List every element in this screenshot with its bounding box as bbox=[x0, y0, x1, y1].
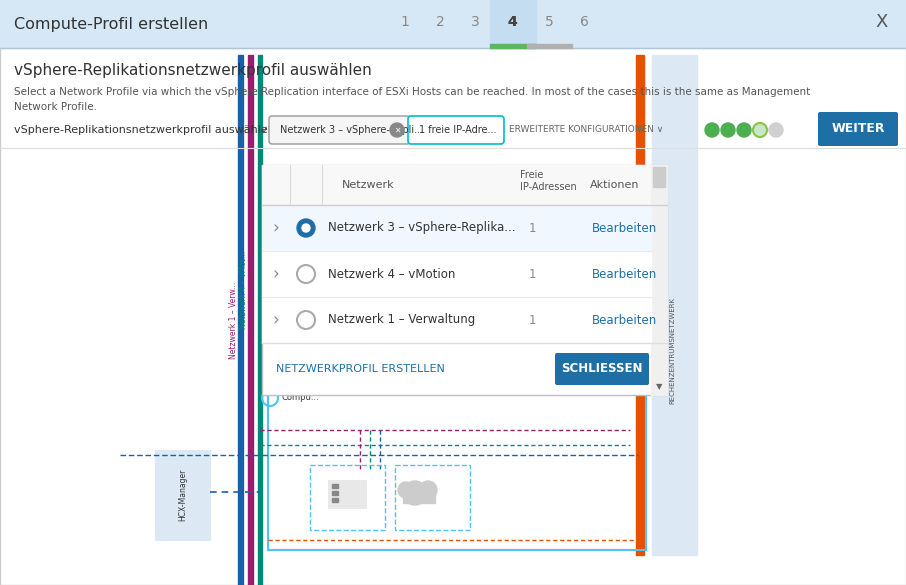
Circle shape bbox=[298, 266, 314, 282]
Bar bbox=[248, 55, 253, 585]
Bar bbox=[395, 465, 470, 530]
Circle shape bbox=[419, 481, 437, 499]
Bar bbox=[403, 493, 435, 503]
Bar bbox=[262, 205, 651, 251]
Circle shape bbox=[403, 481, 427, 505]
Text: Bearbeiten: Bearbeiten bbox=[592, 267, 657, 280]
Text: 4: 4 bbox=[507, 15, 517, 29]
Circle shape bbox=[753, 123, 767, 137]
Text: ›: › bbox=[273, 265, 279, 283]
Text: Bearbeiten: Bearbeiten bbox=[592, 314, 657, 326]
Text: ▼: ▼ bbox=[656, 383, 662, 391]
Text: Freie
IP-Adressen: Freie IP-Adressen bbox=[520, 170, 577, 192]
Circle shape bbox=[705, 123, 719, 137]
Text: NETZWERKPROFIL ERSTELLEN: NETZWERKPROFIL ERSTELLEN bbox=[276, 364, 445, 374]
Circle shape bbox=[298, 312, 314, 328]
Text: 2: 2 bbox=[436, 15, 444, 29]
Text: ERWEITERTE KONFIGURATIONEN ∨: ERWEITERTE KONFIGURATIONEN ∨ bbox=[509, 126, 663, 135]
Text: vSphere-Replikationsnetzwerkprofil auswählen: vSphere-Replikationsnetzwerkprofil auswä… bbox=[14, 125, 275, 135]
Text: RECHENZENTRUMSNETZWERK: RECHENZENTRUMSNETZWERK bbox=[669, 297, 675, 404]
FancyBboxPatch shape bbox=[262, 165, 667, 395]
Bar bbox=[0, 0, 906, 48]
Bar bbox=[262, 165, 667, 205]
Text: HCX-Manager: HCX-Manager bbox=[178, 469, 188, 521]
Text: WEITER: WEITER bbox=[831, 122, 885, 136]
Text: 5: 5 bbox=[545, 15, 554, 29]
Text: 6: 6 bbox=[580, 15, 588, 29]
Bar bbox=[268, 395, 646, 550]
Circle shape bbox=[302, 224, 310, 232]
Text: Bearbeiten: Bearbeiten bbox=[592, 222, 657, 235]
Text: 1: 1 bbox=[528, 267, 535, 280]
Bar bbox=[636, 55, 644, 555]
Bar bbox=[155, 450, 210, 540]
Bar bbox=[651, 165, 667, 395]
Text: Netzwerk 1 – Verwaltung: Netzwerk 1 – Verwaltung bbox=[328, 314, 476, 326]
Text: Netzwerk 3 – vSphere-Repli...: Netzwerk 3 – vSphere-Repli... bbox=[280, 125, 423, 135]
Circle shape bbox=[297, 219, 315, 237]
Text: Aktionen: Aktionen bbox=[590, 180, 640, 190]
Text: ✕: ✕ bbox=[394, 126, 400, 135]
Text: ›: › bbox=[273, 219, 279, 237]
Text: vSphere-Replikationsnetzwerkprofil auswählen: vSphere-Replikationsnetzwerkprofil auswä… bbox=[14, 63, 371, 77]
Circle shape bbox=[398, 482, 414, 498]
Text: Select a Network Profile via which the vSphere Replication interface of ESXi Hos: Select a Network Profile via which the v… bbox=[14, 87, 810, 97]
Bar bbox=[332, 498, 338, 502]
FancyBboxPatch shape bbox=[269, 116, 410, 144]
Text: SCHLIESSEN: SCHLIESSEN bbox=[561, 363, 642, 376]
Bar bbox=[527, 44, 572, 48]
Text: Compu...: Compu... bbox=[281, 394, 319, 402]
Bar bbox=[332, 484, 338, 488]
Text: Network Profile.: Network Profile. bbox=[14, 102, 97, 112]
Text: 4: 4 bbox=[507, 15, 517, 29]
Bar bbox=[262, 297, 651, 343]
Bar bbox=[490, 44, 536, 48]
Text: ›: › bbox=[273, 311, 279, 329]
Text: X: X bbox=[876, 13, 888, 31]
Circle shape bbox=[737, 123, 751, 137]
Text: ∨: ∨ bbox=[260, 125, 268, 135]
Bar bbox=[310, 465, 385, 530]
Bar bbox=[653, 167, 665, 187]
Bar bbox=[258, 55, 262, 585]
Bar bbox=[238, 55, 243, 585]
Text: Netzwerk 4 – vMotion: Netzwerk 4 – vMotion bbox=[328, 267, 456, 280]
Text: Compute-Profil erstellen: Compute-Profil erstellen bbox=[14, 16, 208, 32]
Circle shape bbox=[390, 123, 404, 137]
Text: Netzwerk 3 – vSphere-Replika...: Netzwerk 3 – vSphere-Replika... bbox=[328, 222, 516, 235]
Bar bbox=[332, 491, 338, 495]
Text: Netzwerk 1 – Verw...: Netzwerk 1 – Verw... bbox=[228, 281, 237, 359]
Text: Netzwerk: Netzwerk bbox=[342, 180, 395, 190]
FancyBboxPatch shape bbox=[408, 116, 504, 144]
Text: 1 freie IP-Adre...: 1 freie IP-Adre... bbox=[419, 125, 496, 135]
Bar bbox=[328, 480, 366, 508]
Text: 1: 1 bbox=[400, 15, 410, 29]
Text: 3: 3 bbox=[470, 15, 479, 29]
Text: Netzwerk 4 – vMot...: Netzwerk 4 – vMot... bbox=[238, 251, 247, 329]
Circle shape bbox=[769, 123, 783, 137]
Circle shape bbox=[721, 123, 735, 137]
Bar bbox=[652, 55, 697, 555]
Text: 1: 1 bbox=[528, 222, 535, 235]
Bar bbox=[490, 0, 536, 48]
FancyBboxPatch shape bbox=[818, 112, 898, 146]
Bar bbox=[262, 251, 651, 297]
Text: 1: 1 bbox=[528, 314, 535, 326]
FancyBboxPatch shape bbox=[555, 353, 649, 385]
